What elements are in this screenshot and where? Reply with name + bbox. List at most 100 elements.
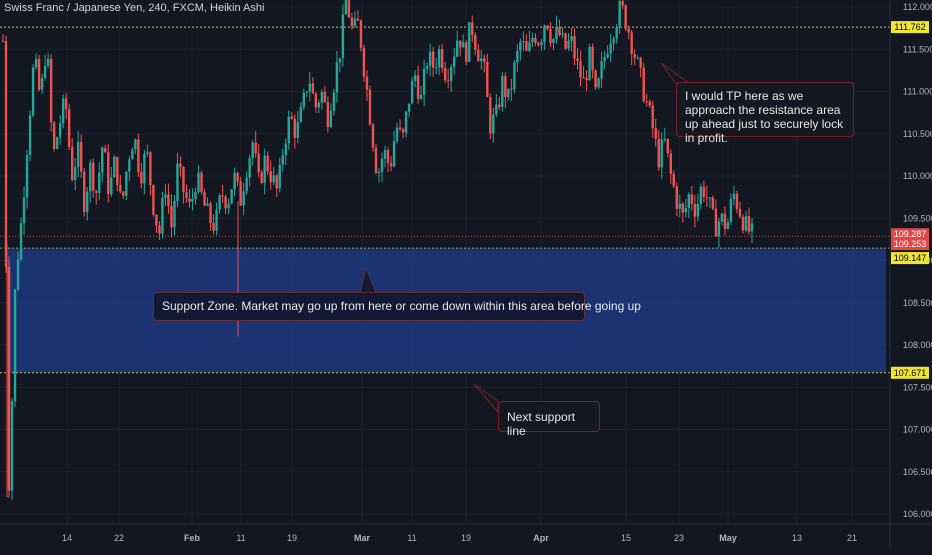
time-tick-label: 23 [674, 533, 684, 543]
candle-body [212, 223, 215, 231]
candle-body [25, 154, 29, 198]
candle-body [723, 213, 727, 229]
time-tick-label: Apr [533, 533, 549, 543]
candle-body [194, 191, 197, 199]
candle-body [73, 167, 77, 181]
candle-body [98, 172, 101, 193]
candle-body [401, 129, 405, 133]
price-badge-label: 109.253 [894, 239, 927, 249]
candle-body [654, 128, 657, 139]
candle-body [28, 115, 32, 155]
candle-body [275, 175, 278, 189]
callout-take-profit[interactable]: I would TP here as we approach the resis… [676, 82, 854, 145]
candle-body [227, 203, 230, 209]
candle-body [233, 173, 236, 190]
candle-body [224, 196, 227, 209]
candle-body [657, 138, 660, 168]
candle-body [284, 143, 287, 156]
candle-body [567, 40, 570, 49]
candle-body [477, 49, 480, 62]
candle-body [176, 163, 179, 201]
price-badge-label: 109.147 [894, 253, 927, 263]
candle-body [305, 91, 309, 93]
candle-body [416, 75, 420, 99]
candle-body [266, 155, 269, 172]
candle-body [624, 5, 627, 29]
time-tick-label: 22 [114, 533, 124, 543]
candle-body [522, 41, 525, 43]
candle-body [621, 0, 624, 6]
candle-body [510, 88, 513, 90]
candle-body [356, 18, 360, 21]
candle-body [146, 152, 149, 154]
candle-body [561, 33, 564, 35]
candle-body [726, 222, 730, 229]
candle-body [338, 57, 342, 63]
candle-body [747, 216, 751, 232]
candle-body [140, 172, 143, 184]
candle-body [134, 139, 137, 150]
candle-body [64, 98, 68, 110]
candle-body [239, 181, 242, 206]
candle-body [431, 51, 435, 68]
candle-body [55, 137, 59, 149]
level-lines [0, 26, 890, 374]
candle-body [221, 195, 224, 197]
candle-body [137, 139, 140, 173]
candle-body [696, 203, 700, 217]
candle-body [714, 208, 718, 237]
candle-body [101, 147, 104, 173]
candle-body [389, 163, 393, 167]
candle-body [125, 171, 128, 196]
candle-body [462, 42, 465, 48]
symbol-title[interactable]: Swiss Franc / Japanese Yen, 240, FXCM, H… [4, 2, 265, 14]
candle-body [179, 163, 182, 167]
candle-body [428, 51, 432, 67]
candle-body [185, 192, 188, 199]
candle-body [164, 194, 167, 199]
candle-body [636, 57, 639, 59]
candle-body [732, 193, 736, 200]
candle-body [486, 61, 489, 98]
candle-body [188, 198, 191, 202]
candle-body [326, 102, 330, 128]
candle-body [615, 27, 618, 39]
price-badge [891, 21, 929, 34]
candle-body [34, 58, 38, 68]
candle-body [386, 150, 390, 164]
candle-body [152, 185, 155, 215]
candle-body [582, 77, 585, 79]
candle-body [735, 193, 739, 210]
candle-body [230, 189, 233, 204]
candle-body [434, 67, 438, 69]
candle-body [392, 140, 396, 167]
candle-body [468, 22, 471, 62]
callout-next-support[interactable]: Next support line [498, 401, 600, 438]
candle-body [639, 57, 642, 68]
candles [1, 0, 754, 500]
candle-body [335, 62, 339, 93]
callout-support-zone[interactable]: Support Zone. Market may go up from here… [153, 292, 641, 321]
candle-body [203, 192, 206, 206]
candle-body [323, 91, 327, 103]
candle-body [131, 149, 134, 160]
candle-body [143, 153, 146, 184]
candle-body [10, 401, 14, 491]
candle-body [236, 173, 239, 182]
candle-body [555, 27, 558, 39]
price-axis[interactable]: 112.500112.000111.500111.000110.500110.0… [903, 0, 932, 519]
candle-body [585, 77, 588, 81]
candle-body [407, 103, 411, 112]
candle-body [498, 104, 501, 108]
time-axis[interactable]: 14 22 Feb 11 19 Mar 11 19 Apr 15 23 May 13 21 [62, 533, 857, 543]
candle-body [504, 76, 507, 98]
time-tick-label: May [719, 533, 737, 543]
candle-body [708, 197, 712, 199]
candle-body [398, 127, 402, 130]
candle-body [200, 172, 203, 193]
candle-body [341, 14, 345, 58]
candle-body [248, 158, 251, 178]
price-badge [891, 228, 929, 241]
